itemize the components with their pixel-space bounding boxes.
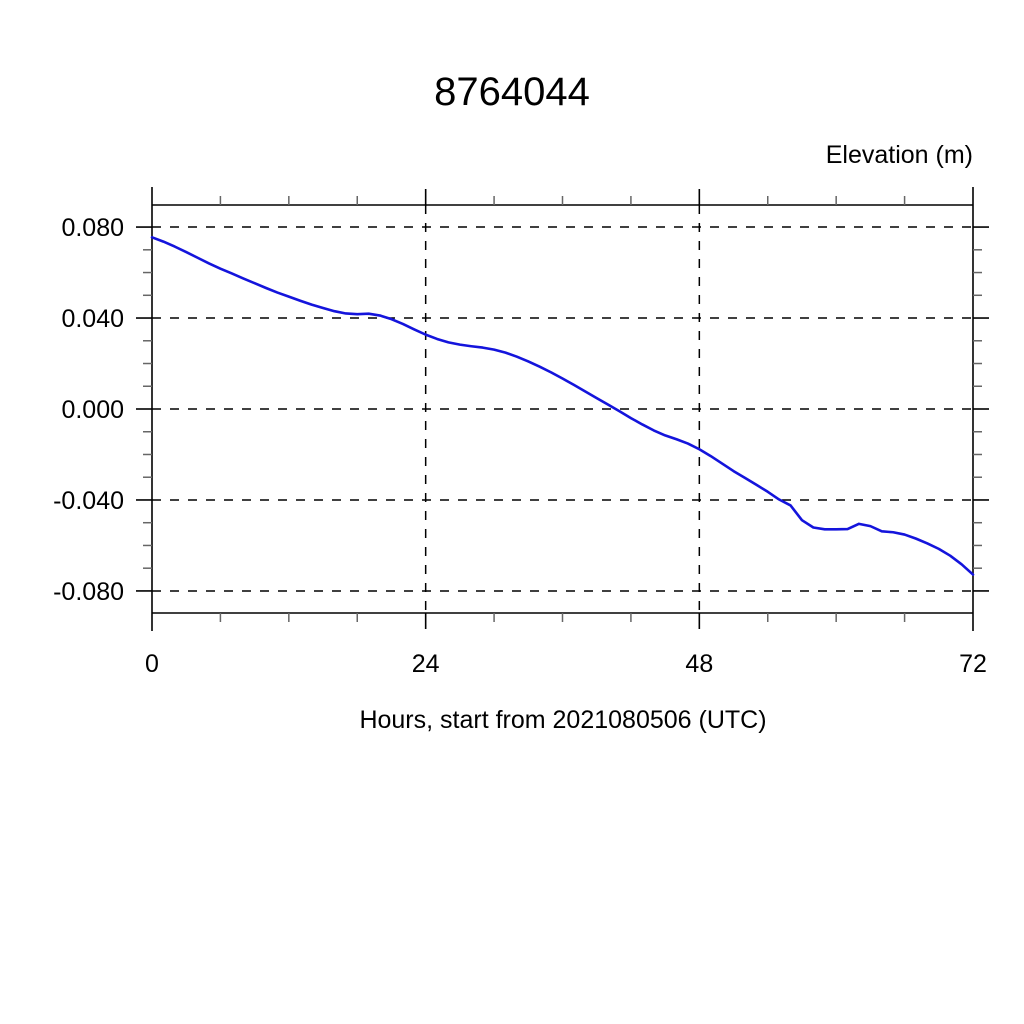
x-tick-label: 0: [145, 650, 159, 678]
x-tick-label: 48: [685, 650, 713, 678]
y-tick-label: -0.080: [53, 578, 124, 606]
y-tick-label: 0.080: [61, 214, 124, 242]
x-tick-label: 72: [959, 650, 987, 678]
x-tick-label: 24: [412, 650, 440, 678]
plot-frame: [151, 187, 974, 631]
axis-ticks-group: [136, 189, 989, 629]
chart-title: 8764044: [434, 70, 590, 114]
y-tick-label: 0.040: [61, 305, 124, 333]
series-line-elevation: [150, 235, 975, 576]
axis-tick-labels-group: 0.080 0.040 0.000 -0.040 -0.080 0 24 48 72: [53, 214, 987, 678]
y-axis-title: Elevation (m): [826, 141, 973, 169]
gridlines-group: [152, 205, 973, 613]
x-axis-title: Hours, start from 2021080506 (UTC): [359, 706, 766, 734]
data-series-group: [150, 235, 975, 576]
y-tick-label: -0.040: [53, 487, 124, 515]
y-tick-label: 0.000: [61, 396, 124, 424]
